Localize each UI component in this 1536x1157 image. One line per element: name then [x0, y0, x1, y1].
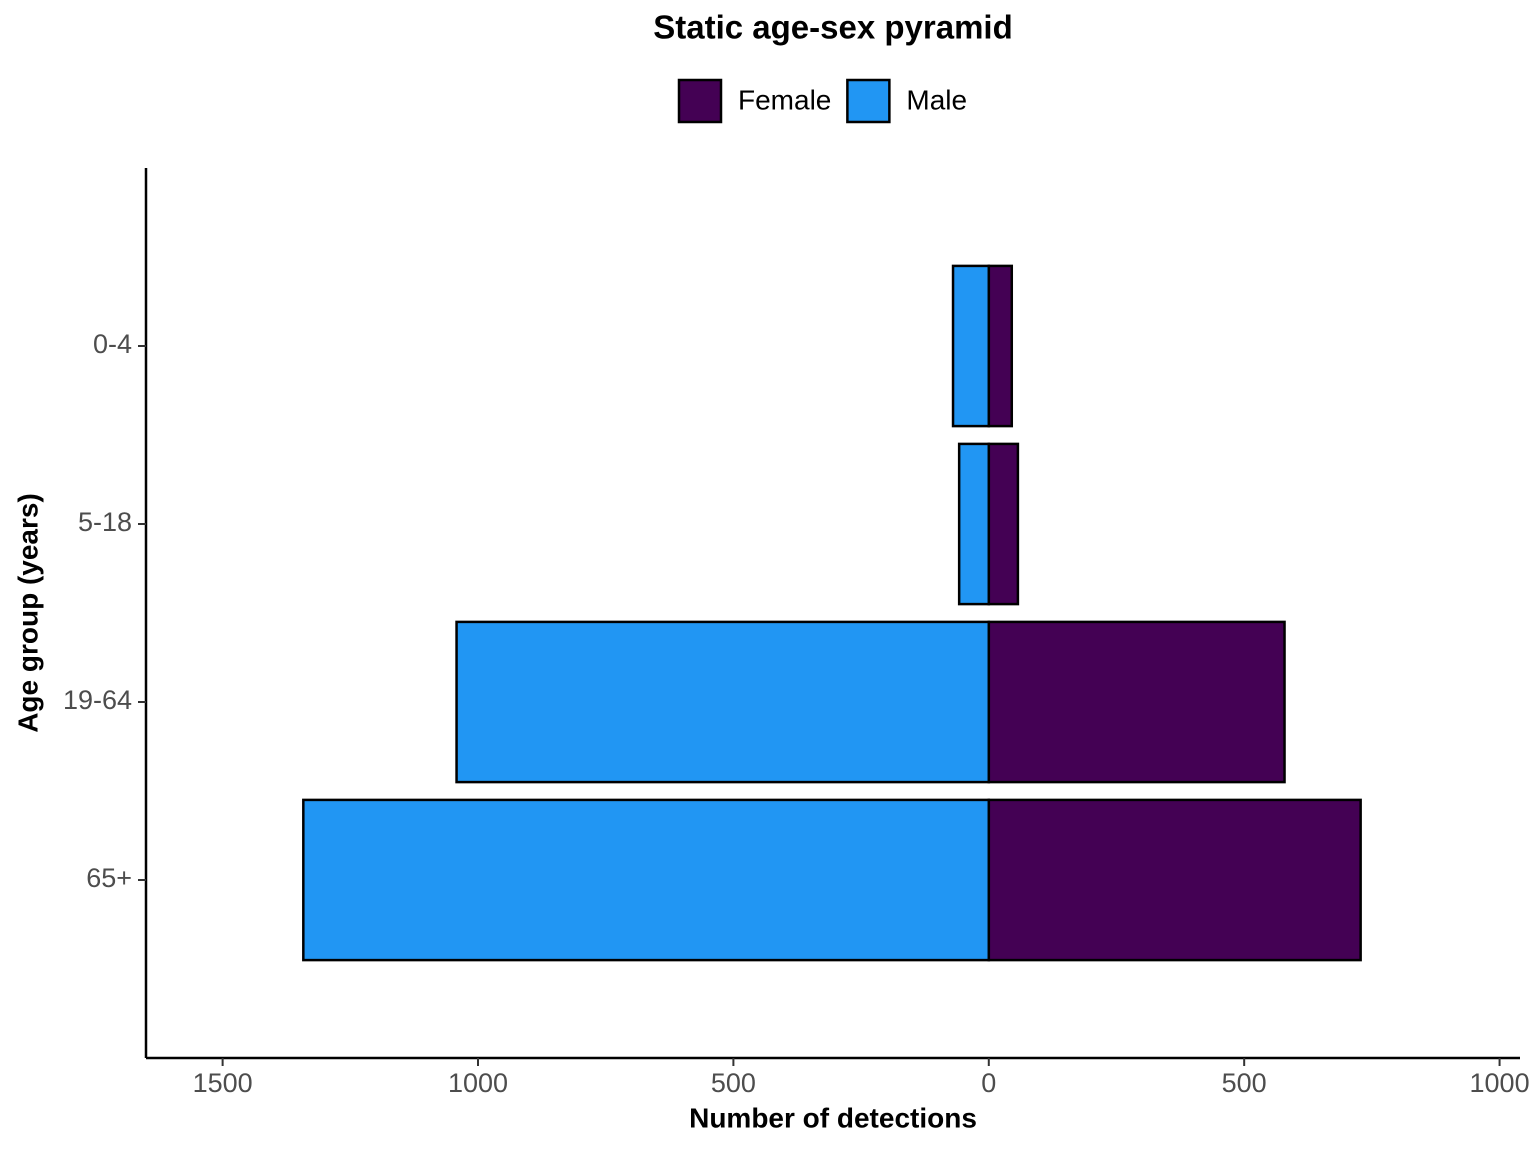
y-tick-label: 65+: [86, 863, 132, 893]
y-tick-label: 5-18: [78, 507, 132, 537]
y-tick-label: 19-64: [63, 685, 132, 715]
legend-label: Male: [906, 84, 967, 115]
y-axis-title: Age group (years): [12, 493, 43, 733]
bar: [987, 264, 1014, 428]
bar: [455, 620, 991, 784]
bar: [987, 442, 1020, 606]
bar: [987, 798, 1362, 962]
x-tick-label: 500: [711, 1068, 756, 1098]
bar: [951, 264, 991, 428]
x-tick-label: 500: [1222, 1068, 1267, 1098]
legend-label: Female: [738, 84, 831, 115]
bar: [957, 442, 991, 606]
legend-swatch: [846, 78, 891, 124]
x-tick-label: 1000: [448, 1068, 508, 1098]
legend-swatch: [677, 78, 723, 124]
bar: [302, 798, 991, 962]
chart-title: Static age-sex pyramid: [653, 9, 1013, 46]
x-tick-label: 0: [981, 1068, 996, 1098]
x-tick-label: 1500: [193, 1068, 253, 1098]
y-tick-label: 0-4: [93, 329, 132, 359]
x-axis-title: Number of detections: [689, 1102, 977, 1133]
x-tick-label: 1000: [1470, 1068, 1530, 1098]
bar: [987, 620, 1286, 784]
